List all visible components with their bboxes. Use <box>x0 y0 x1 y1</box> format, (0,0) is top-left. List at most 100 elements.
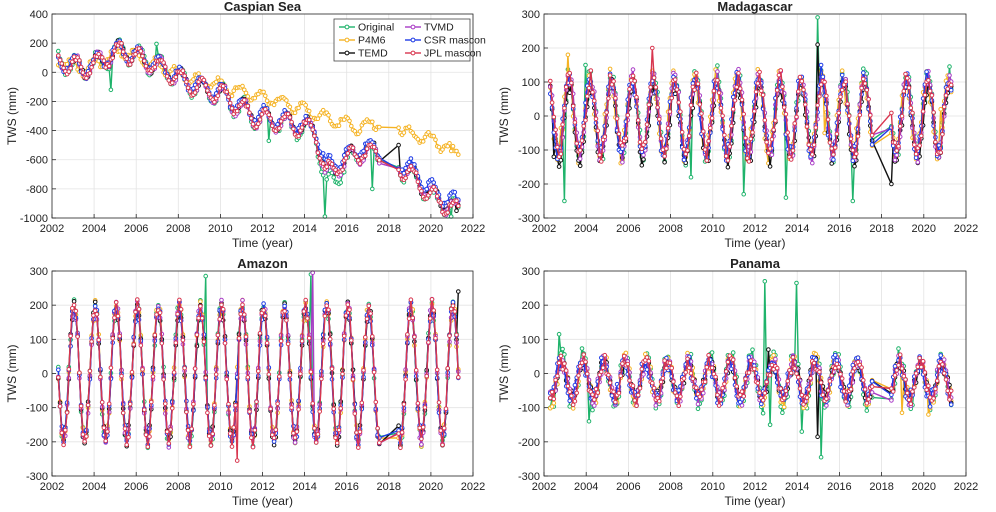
data-point <box>716 90 722 95</box>
data-point <box>854 151 859 156</box>
data-point <box>296 407 301 412</box>
data-point <box>845 101 850 107</box>
data-point <box>556 331 562 337</box>
data-point <box>373 399 379 405</box>
data-point <box>142 58 147 64</box>
data-point <box>110 336 115 341</box>
data-point <box>824 93 829 99</box>
data-point <box>243 90 249 96</box>
data-point <box>343 313 349 318</box>
data-point <box>702 147 708 152</box>
data-point <box>771 353 776 358</box>
data-point <box>349 123 354 129</box>
x-tick-label: 2016 <box>334 481 358 493</box>
y-tick-label: -300 <box>518 213 540 225</box>
x-tick-label: 2016 <box>334 223 358 235</box>
data-point <box>646 102 652 107</box>
data-point <box>565 52 571 58</box>
data-point <box>56 375 61 380</box>
data-point <box>370 334 375 339</box>
legend-entry: P4M6 <box>339 35 386 47</box>
data-point <box>84 75 89 81</box>
data-point <box>170 80 175 85</box>
data-point <box>229 106 235 111</box>
x-tick-label: 2016 <box>827 223 851 235</box>
data-point <box>438 200 444 205</box>
data-point <box>320 341 326 347</box>
data-point <box>766 347 771 352</box>
data-point <box>377 124 382 130</box>
data-point <box>147 434 152 439</box>
data-point <box>257 331 263 336</box>
data-point <box>917 143 922 148</box>
data-point <box>120 49 126 55</box>
data-point <box>941 104 947 110</box>
data-point <box>56 367 61 373</box>
data-point <box>401 402 407 407</box>
data-point <box>59 430 65 436</box>
data-point <box>219 297 224 303</box>
data-point <box>143 432 149 438</box>
data-point <box>762 279 768 284</box>
data-point <box>448 148 454 154</box>
data-point <box>922 92 928 98</box>
data-point <box>282 308 287 314</box>
data-point <box>450 143 456 149</box>
data-point <box>686 133 692 139</box>
data-point <box>187 89 193 94</box>
x-tick-label: 2008 <box>166 481 190 493</box>
data-point <box>75 334 80 339</box>
chart-title: Amazon <box>237 256 288 271</box>
data-point <box>203 375 208 381</box>
data-point <box>289 119 294 125</box>
data-point <box>820 74 826 80</box>
data-point <box>252 95 258 101</box>
data-point <box>73 308 79 314</box>
x-tick-label: 2022 <box>954 223 978 235</box>
x-tick-label: 2012 <box>250 481 274 493</box>
data-point <box>364 316 370 322</box>
data-point <box>604 110 609 115</box>
data-point <box>727 144 733 149</box>
data-point <box>317 409 323 414</box>
legend-box <box>333 18 471 62</box>
data-point <box>124 442 129 448</box>
data-point <box>154 41 159 47</box>
data-point <box>249 116 254 121</box>
data-point <box>607 66 613 72</box>
data-point <box>171 370 177 375</box>
legend-entry: CSR mascon <box>405 35 486 47</box>
data-point <box>799 78 805 84</box>
data-point <box>653 403 659 408</box>
y-tick-label: -200 <box>518 179 540 191</box>
data-point <box>92 303 98 309</box>
data-point <box>792 121 798 126</box>
data-point <box>184 79 189 85</box>
data-point <box>695 401 701 407</box>
data-point <box>729 123 734 129</box>
data-point <box>315 150 321 155</box>
data-point <box>112 315 117 321</box>
data-point <box>231 425 236 430</box>
y-tick-label: 400 <box>30 9 48 21</box>
data-point <box>730 106 736 112</box>
data-point <box>583 118 588 123</box>
data-point <box>182 73 187 79</box>
x-axis-label: Time (year) <box>232 494 293 508</box>
data-point <box>709 350 715 355</box>
data-point <box>126 435 131 440</box>
data-point <box>408 163 414 169</box>
data-point <box>250 444 256 450</box>
data-point <box>766 150 771 156</box>
data-point <box>234 458 240 463</box>
x-tick-label: 2004 <box>574 223 598 235</box>
legend-marker <box>410 50 416 56</box>
data-point <box>377 440 382 446</box>
data-point <box>424 186 430 192</box>
data-point <box>166 441 172 446</box>
data-point <box>417 425 423 431</box>
data-point <box>570 406 576 411</box>
data-point <box>927 88 933 94</box>
data-point <box>270 123 275 129</box>
data-point <box>577 163 583 169</box>
